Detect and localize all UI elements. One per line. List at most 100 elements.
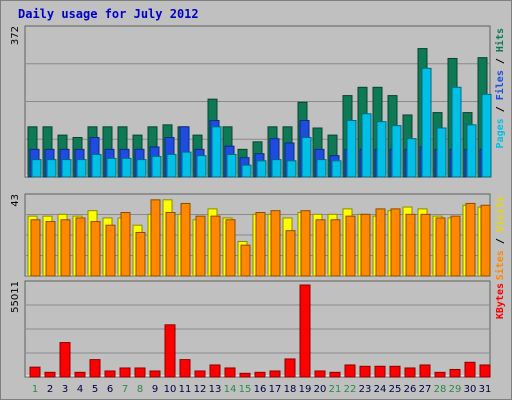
x-tick-label-day-4: 4 [77,384,83,395]
bar-sites-day-10 [165,212,176,277]
bar-kbytes-day-6 [104,370,116,378]
x-tick-label-day-18: 18 [284,384,297,395]
bar-kbytes-day-29 [449,368,461,378]
bar-sites-day-8 [135,231,146,277]
bar-sites-day-29 [450,215,461,277]
legend-separator: / [495,52,506,70]
legend-visits: Visits [494,196,506,232]
bar-pages-day-10 [166,153,177,178]
bar-pages-day-9 [151,155,162,178]
bar-sites-day-27 [420,213,431,277]
x-tick-label-day-3: 3 [62,384,68,395]
bar-pages-day-4 [76,159,87,178]
bar-kbytes-day-2 [44,371,56,378]
bar-pages-day-25 [391,125,402,178]
x-tick-label-day-30: 30 [464,384,477,395]
bar-pages-day-3 [61,159,72,178]
x-tick-label-day-15: 15 [239,384,252,395]
bar-sites-day-13 [210,215,221,277]
bar-pages-day-17 [271,159,282,178]
legend-kbytes: KBytes [495,283,506,319]
bar-sites-day-12 [195,215,206,277]
legend-files: Files [494,70,506,100]
bar-sites-day-28 [435,217,446,277]
bar-pages-day-24 [376,121,387,178]
bar-pages-day-15 [241,164,252,178]
x-tick-label-day-5: 5 [92,384,98,395]
bar-sites-day-6 [105,224,116,277]
bar-pages-day-6 [106,157,117,178]
bar-kbytes-day-21 [329,371,341,378]
bar-kbytes-day-13 [209,364,221,378]
x-tick-label-day-23: 23 [359,384,372,395]
bar-pages-day-7 [121,157,132,178]
x-tick-label-day-1: 1 [32,384,38,395]
legend-separator: / [495,100,506,118]
chart-title: Daily usage for July 2012 [18,7,199,21]
bar-kbytes-day-24 [374,365,386,378]
x-tick-label-day-9: 9 [152,384,158,395]
legend-1: Pages / Files / Hits [494,28,506,148]
panel-3: 55011 KBytes [10,280,506,378]
bar-kbytes-day-22 [344,364,356,378]
x-tick-label-day-12: 12 [194,384,207,395]
x-tick-label-day-25: 25 [389,384,402,395]
bar-kbytes-day-16 [254,371,266,378]
x-tick-label-day-22: 22 [344,384,357,395]
bar-sites-day-3 [60,219,71,277]
bar-kbytes-day-9 [149,370,161,378]
legend-pages: Pages [495,118,506,148]
legend-hits: Hits [494,28,506,52]
bar-sites-day-26 [405,213,416,277]
bar-kbytes-day-26 [404,367,416,378]
bar-pages-day-14 [226,153,237,178]
bar-kbytes-day-28 [434,371,446,378]
bar-sites-day-20 [315,219,326,277]
bar-kbytes-day-4 [74,371,86,378]
bar-pages-day-20 [316,159,327,178]
x-tick-label-day-6: 6 [107,384,113,395]
bar-pages-day-23 [361,113,372,178]
bar-sites-day-15 [240,244,251,277]
bar-sites-day-21 [330,219,341,277]
bar-kbytes-day-25 [389,365,401,378]
bar-pages-day-28 [436,127,447,178]
bar-sites-day-11 [180,202,191,277]
bar-kbytes-day-5 [89,359,101,378]
legend-sites: Sites [494,250,506,280]
bar-kbytes-day-7 [119,367,131,378]
bar-sites-day-4 [75,217,86,277]
x-tick-label-day-24: 24 [374,384,387,395]
bar-pages-day-22 [346,119,357,178]
panel-2: 43 Sites / Visits [10,193,506,280]
bar-pages-day-30 [466,124,477,178]
x-tick-label-day-27: 27 [419,384,432,395]
bar-kbytes-day-20 [314,370,326,378]
bar-pages-day-19 [301,136,312,178]
bar-pages-day-16 [256,160,267,178]
panel-1: 372 Pages / Files / Hits [10,25,506,178]
x-tick-label-day-14: 14 [224,384,237,395]
x-tick-label-day-31: 31 [479,384,492,395]
y-max-label: 55011 [10,281,21,313]
x-tick-label-day-2: 2 [47,384,53,395]
bar-pages-day-26 [406,138,417,178]
bar-pages-day-8 [136,159,147,178]
bar-kbytes-day-10 [164,324,176,378]
bar-pages-day-2 [46,159,57,178]
bar-kbytes-day-15 [239,372,251,378]
bar-sites-day-23 [360,213,371,277]
bar-sites-day-17 [270,210,281,277]
bar-sites-day-31 [480,204,491,277]
bar-kbytes-day-3 [59,342,71,378]
x-tick-label-day-10: 10 [164,384,177,395]
bar-sites-day-7 [120,212,131,277]
x-tick-label-day-13: 13 [209,384,222,395]
bar-pages-day-1 [31,159,42,178]
bar-kbytes-day-23 [359,365,371,378]
x-tick-label-day-7: 7 [122,384,128,395]
bar-kbytes-day-11 [179,359,191,378]
x-tick-label-day-8: 8 [137,384,143,395]
bar-pages-day-5 [91,153,102,178]
legend-3: KBytes [495,283,506,319]
